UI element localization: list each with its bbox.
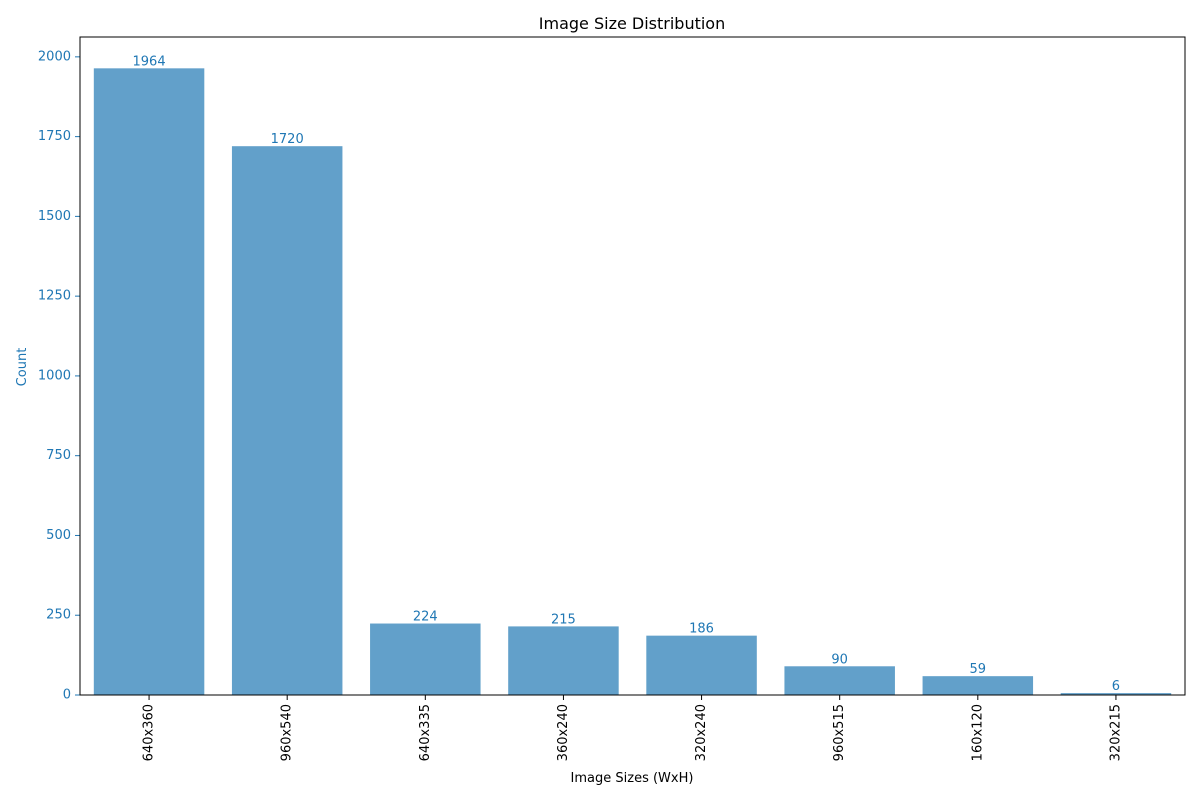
y-tick-label: 1750 <box>38 129 71 144</box>
bar <box>646 635 757 695</box>
y-tick-label: 1500 <box>38 209 71 224</box>
x-tick-label: 960x515 <box>832 704 847 761</box>
x-tick-label: 640x335 <box>418 704 433 761</box>
y-tick-label: 1250 <box>38 289 71 304</box>
bar-value-label: 186 <box>689 622 714 637</box>
bar-value-label: 90 <box>831 652 848 667</box>
x-axis-label: Image Sizes (WxH) <box>571 771 694 786</box>
plot-frame <box>79 36 1186 696</box>
plot-area: 1964 640x360 1720 960x540 224 640x335 215 360x2… <box>38 36 1186 761</box>
y-tick-label: 2000 <box>38 49 71 64</box>
bar <box>93 68 205 695</box>
x-tick-label: 960x540 <box>280 704 295 761</box>
bar-value-label: 1964 <box>133 54 166 69</box>
y-tick-label: 750 <box>46 448 71 463</box>
x-tick-label: 360x240 <box>556 704 571 761</box>
bar <box>922 676 1034 695</box>
chart-title: Image Size Distribution <box>539 14 725 33</box>
y-tick-label: 250 <box>46 608 71 623</box>
bar-value-label: 215 <box>551 612 576 627</box>
y-axis-label: Count <box>15 348 30 387</box>
bar <box>784 666 895 695</box>
bar <box>231 146 343 695</box>
y-tick-label: 1000 <box>38 368 71 383</box>
bar-value-label: 6 <box>1112 679 1120 694</box>
y-tick-label: 500 <box>46 528 71 543</box>
x-tick-label: 160x120 <box>970 704 985 761</box>
x-tick-label: 320x240 <box>694 704 709 761</box>
y-tick-label: 0 <box>63 688 71 703</box>
bar-value-label: 1720 <box>271 132 304 147</box>
bar-value-label: 59 <box>970 662 987 677</box>
x-tick-label: 640x360 <box>142 704 157 761</box>
x-tick-label: 320x215 <box>1108 704 1123 761</box>
bar <box>370 623 481 695</box>
bar <box>1060 693 1172 695</box>
bar-value-label: 224 <box>413 610 438 625</box>
bar <box>508 626 619 695</box>
